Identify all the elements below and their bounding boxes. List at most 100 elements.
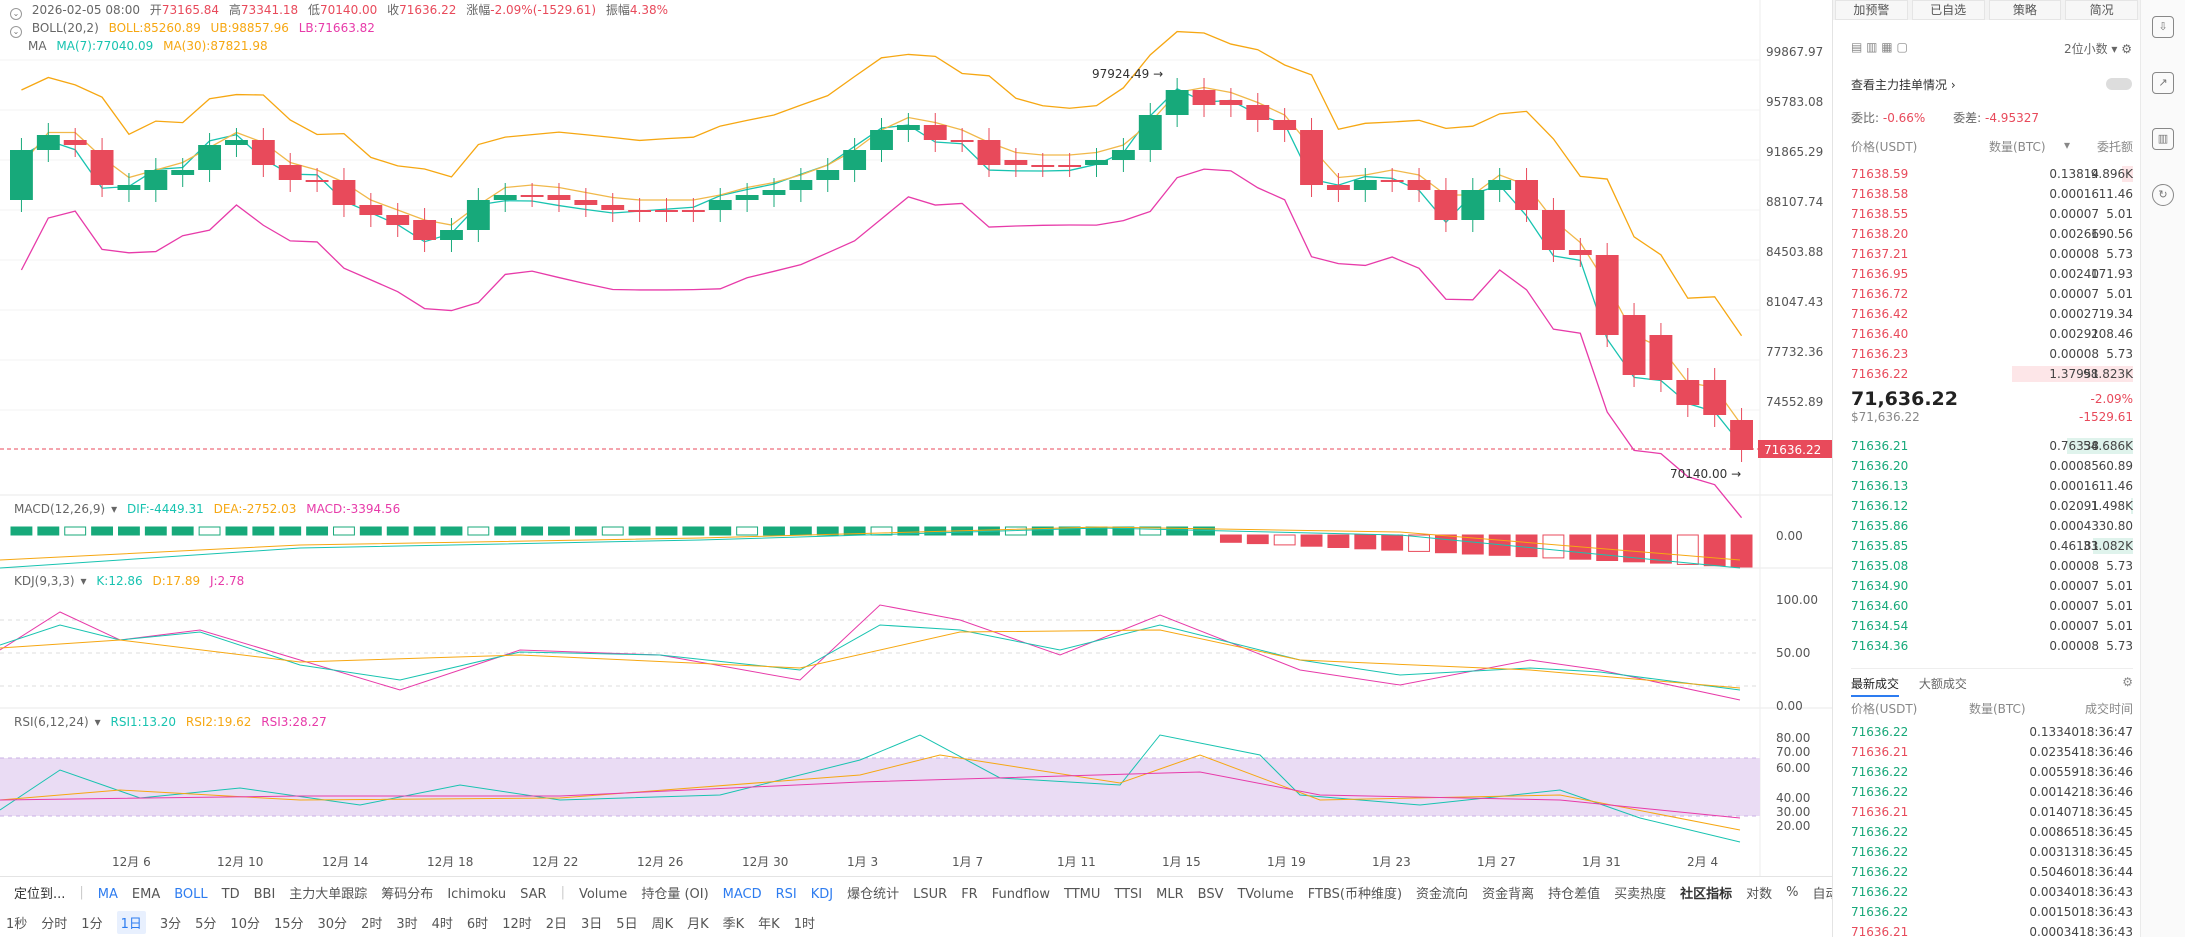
collapse-icon[interactable]: ⌄ bbox=[10, 26, 22, 38]
bar-chart-icon[interactable]: ▥ bbox=[2152, 128, 2174, 150]
sub-indicator-2[interactable]: MACD bbox=[722, 886, 762, 902]
candlestick-chart[interactable]: 99867.97 95783.08 91865.29 88107.74 84503.88… bbox=[0, 0, 1832, 876]
k-line bbox=[0, 624, 1741, 691]
timeframe-19[interactable]: 季K bbox=[722, 916, 745, 932]
timeframe-0[interactable]: 1秒 bbox=[6, 916, 28, 932]
indicator-4[interactable]: BBI bbox=[253, 886, 276, 902]
timeframe-13[interactable]: 12时 bbox=[502, 916, 532, 932]
sub-indicator-17[interactable]: 持仓差值 bbox=[1548, 886, 1601, 902]
orderbook-row[interactable]: 71636.95 0.00240 171.93 bbox=[1851, 264, 2133, 284]
indicator-6[interactable]: 筹码分布 bbox=[381, 886, 434, 902]
orderbook-row[interactable]: 71636.12 0.02091 1.498K bbox=[1851, 496, 2133, 516]
orderbook-view-icons[interactable]: ▤ ▥ ▦ ▢ bbox=[1851, 40, 1908, 54]
timeframe-5[interactable]: 5分 bbox=[195, 916, 217, 932]
candle-body bbox=[1649, 335, 1673, 380]
timeframe-2[interactable]: 1分 bbox=[81, 916, 103, 932]
orderbook-row[interactable]: 71638.59 0.13814 9.896K bbox=[1851, 164, 2133, 184]
indicator-3[interactable]: TD bbox=[221, 886, 240, 902]
refresh-icon[interactable]: ↻ bbox=[2152, 184, 2174, 206]
sub-indicator-18[interactable]: 买卖热度 bbox=[1614, 886, 1667, 902]
orderbook-row[interactable]: 71638.55 0.00007 5.01 bbox=[1851, 204, 2133, 224]
timeframe-4[interactable]: 3分 bbox=[159, 916, 182, 932]
collapse-icon[interactable]: ⌄ bbox=[10, 8, 22, 20]
main-orders-link[interactable]: 查看主力挂单情况 › bbox=[1851, 78, 1956, 92]
orderbook-row[interactable]: 71634.60 0.00007 5.01 bbox=[1851, 596, 2133, 616]
top-tab-2[interactable]: 策略 bbox=[1988, 0, 2062, 20]
sub-indicator-8[interactable]: Fundflow bbox=[991, 886, 1050, 902]
timeframe-9[interactable]: 2时 bbox=[361, 916, 383, 932]
tab-latest-trades[interactable]: 最新成交 bbox=[1851, 677, 1900, 697]
orderbook-row[interactable]: 71636.21 0.76338 54.686K bbox=[1851, 436, 2133, 456]
orderbook-row[interactable]: 71636.13 0.00016 11.46 bbox=[1851, 476, 2133, 496]
trade-settings-icon[interactable]: ⚙ bbox=[2122, 675, 2133, 689]
timeframe-20[interactable]: 年K bbox=[758, 916, 780, 932]
orderbook-row[interactable]: 71637.21 0.00008 5.73 bbox=[1851, 244, 2133, 264]
indicator-5[interactable]: 主力大单跟踪 bbox=[289, 886, 368, 902]
orderbook-row[interactable]: 71635.85 0.46181 33.082K bbox=[1851, 536, 2133, 556]
percent-scale-button[interactable]: % bbox=[1786, 884, 1799, 900]
orderbook-row[interactable]: 71636.23 0.00008 5.73 bbox=[1851, 344, 2133, 364]
precision-select[interactable]: 2位小数 ▾ ⚙ bbox=[2063, 42, 2132, 56]
timeframe-15[interactable]: 3日 bbox=[581, 916, 603, 932]
sub-indicator-0[interactable]: Volume bbox=[578, 886, 628, 902]
orderbook-row[interactable]: 71634.54 0.00007 5.01 bbox=[1851, 616, 2133, 636]
sub-indicator-12[interactable]: BSV bbox=[1197, 886, 1224, 902]
timeframe-14[interactable]: 2日 bbox=[545, 916, 568, 932]
sub-indicator-16[interactable]: 资金背离 bbox=[1482, 886, 1535, 902]
indicator-0[interactable]: MA bbox=[97, 886, 118, 902]
indicator-8[interactable]: SAR bbox=[520, 886, 547, 902]
candle-body bbox=[493, 195, 517, 200]
main-orders-toggle[interactable] bbox=[2106, 78, 2132, 90]
sub-indicator-4[interactable]: KDJ bbox=[810, 886, 834, 902]
timeframe-7[interactable]: 15分 bbox=[273, 916, 304, 932]
trend-icon[interactable]: ↗ bbox=[2152, 72, 2174, 94]
sub-indicator-15[interactable]: 资金流向 bbox=[1416, 886, 1469, 902]
trade-price: 71636.22 bbox=[1851, 825, 1909, 839]
timeframe-12[interactable]: 6时 bbox=[466, 916, 489, 932]
timeframe-17[interactable]: 周K bbox=[651, 916, 674, 932]
log-scale-button[interactable]: 对数 bbox=[1746, 886, 1773, 902]
orderbook-row[interactable]: 71634.90 0.00007 5.01 bbox=[1851, 576, 2133, 596]
top-tab-1[interactable]: 已自选 bbox=[1911, 0, 1985, 20]
sub-indicator-11[interactable]: MLR bbox=[1156, 886, 1184, 902]
sub-indicator-10[interactable]: TTSI bbox=[1114, 886, 1143, 902]
sub-indicator-14[interactable]: FTBS(币种维度) bbox=[1307, 886, 1403, 902]
orderbook-row[interactable]: 71638.20 0.00266 190.56 bbox=[1851, 224, 2133, 244]
orderbook-row[interactable]: 71636.40 0.00291 208.46 bbox=[1851, 324, 2133, 344]
community-indicators-button[interactable]: 社区指标 bbox=[1680, 886, 1733, 902]
timeframe-1[interactable]: 分时 bbox=[41, 916, 68, 932]
timeframe-21[interactable]: 1时 bbox=[793, 916, 815, 932]
timeframe-3[interactable]: 1日 bbox=[116, 910, 146, 934]
timeframe-10[interactable]: 3时 bbox=[396, 916, 418, 932]
top-tab-3[interactable]: 简况 bbox=[2065, 0, 2138, 20]
orderbook-row[interactable]: 71638.58 0.00016 11.46 bbox=[1851, 184, 2133, 204]
indicator-1[interactable]: EMA bbox=[131, 886, 161, 902]
top-tab-0[interactable]: 加预警 bbox=[1835, 0, 1908, 20]
locate-button[interactable]: 定位到... bbox=[14, 886, 66, 902]
download-icon[interactable]: ⇩ bbox=[2152, 16, 2174, 38]
sub-indicator-6[interactable]: LSUR bbox=[913, 886, 948, 902]
orderbook-row[interactable]: 71636.42 0.00027 19.34 bbox=[1851, 304, 2133, 324]
timeframe-16[interactable]: 5日 bbox=[616, 916, 638, 932]
orderbook-row[interactable]: 71635.86 0.00043 30.80 bbox=[1851, 516, 2133, 536]
timeframe-18[interactable]: 月K bbox=[687, 916, 709, 932]
sub-indicator-9[interactable]: TTMU bbox=[1063, 886, 1101, 902]
tab-large-trades[interactable]: 大额成交 bbox=[1918, 677, 1967, 691]
orderbook-row[interactable]: 71636.22 1.37951 98.823K bbox=[1851, 364, 2133, 384]
orderbook-row[interactable]: 71634.36 0.00008 5.73 bbox=[1851, 636, 2133, 656]
indicator-7[interactable]: Ichimoku bbox=[447, 886, 507, 902]
timeframe-11[interactable]: 4时 bbox=[431, 916, 453, 932]
orderbook-row[interactable]: 71635.08 0.00008 5.73 bbox=[1851, 556, 2133, 576]
orderbook-row[interactable]: 71636.20 0.00085 60.89 bbox=[1851, 456, 2133, 476]
indicator-2[interactable]: BOLL bbox=[174, 886, 208, 902]
chart-area[interactable]: 99867.97 95783.08 91865.29 88107.74 84503.88… bbox=[0, 0, 1832, 937]
sub-indicator-7[interactable]: FR bbox=[961, 886, 978, 902]
sub-indicator-13[interactable]: TVolume bbox=[1237, 886, 1294, 902]
date-tick: 1月 11 bbox=[1057, 855, 1096, 869]
sub-indicator-1[interactable]: 持仓量 (OI) bbox=[641, 886, 709, 902]
timeframe-8[interactable]: 30分 bbox=[317, 916, 348, 932]
timeframe-6[interactable]: 10分 bbox=[230, 916, 260, 932]
sub-indicator-3[interactable]: RSI bbox=[775, 886, 797, 902]
sub-indicator-5[interactable]: 爆仓统计 bbox=[847, 886, 900, 902]
orderbook-row[interactable]: 71636.72 0.00007 5.01 bbox=[1851, 284, 2133, 304]
